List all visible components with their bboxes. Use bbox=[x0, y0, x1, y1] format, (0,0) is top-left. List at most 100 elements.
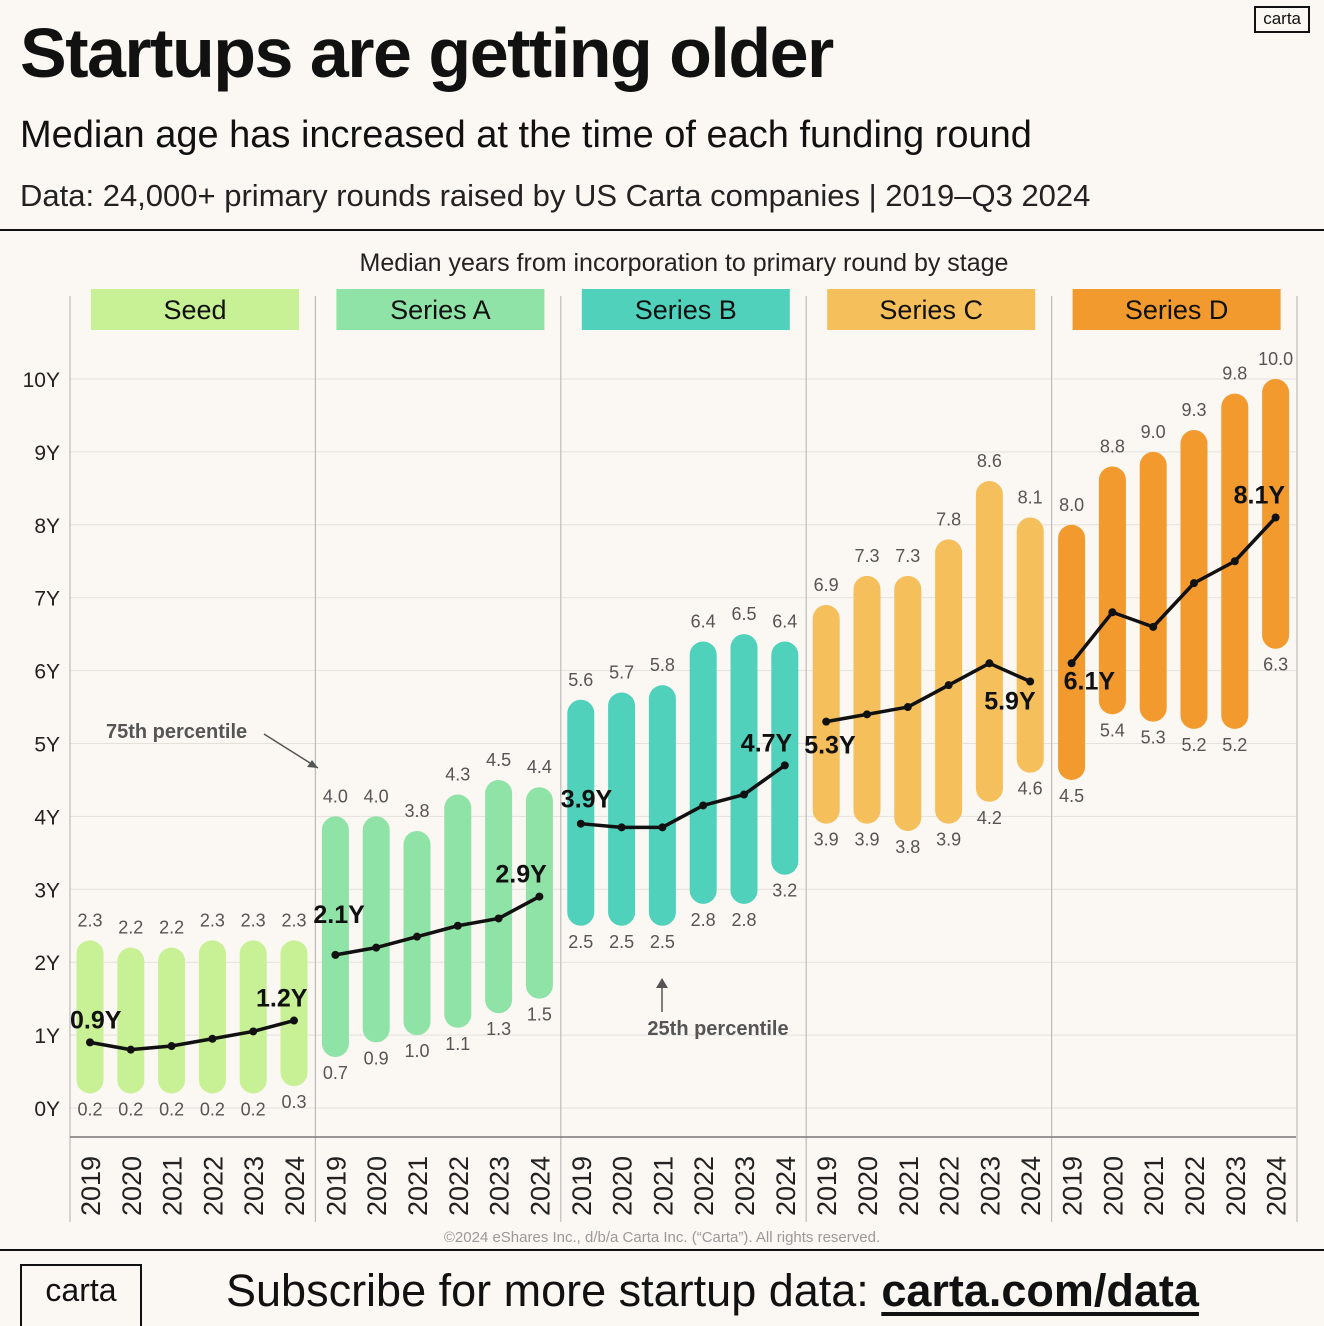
median-last-label: 5.9Y bbox=[984, 688, 1036, 716]
x-tick-label: 2021 bbox=[403, 1156, 433, 1216]
p75-label: 8.8 bbox=[1100, 436, 1125, 456]
range-bar bbox=[239, 940, 267, 1094]
x-tick-label: 2021 bbox=[1139, 1156, 1169, 1216]
p25-label: 1.1 bbox=[445, 1034, 470, 1054]
p75-annotation-arrow bbox=[263, 733, 319, 769]
stage-header-box bbox=[1072, 289, 1281, 330]
range-bar bbox=[975, 481, 1003, 802]
median-point bbox=[740, 790, 748, 799]
p75-label: 4.0 bbox=[364, 786, 389, 806]
p75-label: 8.0 bbox=[1059, 495, 1084, 515]
range-bar bbox=[567, 699, 595, 926]
y-tick-label: 4Y bbox=[34, 806, 60, 829]
median-point bbox=[617, 823, 626, 832]
median-point bbox=[1026, 677, 1035, 686]
x-tick-label: 2023 bbox=[485, 1156, 515, 1216]
median-point bbox=[413, 932, 421, 941]
y-tick-label: 9Y bbox=[34, 442, 60, 465]
x-tick-label: 2022 bbox=[444, 1156, 474, 1216]
p25-label: 3.9 bbox=[814, 830, 839, 850]
y-tick-label: 3Y bbox=[34, 879, 60, 902]
range-bar bbox=[280, 940, 308, 1087]
x-tick-label: 2024 bbox=[1262, 1156, 1292, 1216]
median-point bbox=[863, 710, 871, 719]
median-point bbox=[985, 659, 994, 668]
median-point bbox=[86, 1038, 94, 1047]
p75-annotation-arrowhead bbox=[307, 760, 318, 768]
cta-link[interactable]: carta.com/data bbox=[881, 1265, 1199, 1316]
median-first-label: 3.9Y bbox=[561, 786, 613, 814]
p25-label: 0.3 bbox=[281, 1092, 306, 1112]
chart-title: Median years from incorporation to prima… bbox=[360, 249, 1009, 277]
p25-label: 0.7 bbox=[323, 1063, 348, 1083]
p75-label: 6.9 bbox=[814, 575, 839, 595]
p75-label: 9.0 bbox=[1141, 422, 1166, 442]
range-bar bbox=[1016, 517, 1044, 773]
p75-label: 4.0 bbox=[323, 786, 348, 806]
p25-label: 5.2 bbox=[1222, 735, 1247, 755]
stage-header-box bbox=[581, 289, 790, 330]
p75-label: 8.1 bbox=[1018, 488, 1043, 508]
p25-label: 5.2 bbox=[1181, 735, 1206, 755]
p75-label: 4.3 bbox=[445, 765, 470, 785]
median-line bbox=[825, 661, 1031, 724]
stage-header-label: Seed bbox=[163, 295, 226, 325]
p25-label: 3.8 bbox=[895, 837, 920, 857]
median-point bbox=[1067, 659, 1076, 668]
p75-label: 2.3 bbox=[200, 910, 225, 930]
p25-annotation: 25th percentile bbox=[647, 1018, 788, 1040]
p25-label: 3.9 bbox=[854, 830, 879, 850]
stage-header-label: Series A bbox=[390, 295, 491, 325]
median-point bbox=[372, 943, 381, 952]
range-bar bbox=[117, 947, 145, 1094]
median-point bbox=[780, 761, 789, 770]
stage-header-label: Series D bbox=[1125, 295, 1229, 325]
p25-annotation-arrowhead bbox=[656, 978, 668, 988]
median-point bbox=[944, 681, 953, 690]
median-point bbox=[126, 1045, 135, 1054]
x-tick-label: 2020 bbox=[362, 1156, 392, 1216]
median-line bbox=[89, 1018, 295, 1052]
x-tick-label: 2021 bbox=[648, 1156, 678, 1216]
range-bar bbox=[362, 816, 390, 1043]
range-bar bbox=[812, 604, 840, 824]
p25-label: 0.2 bbox=[241, 1099, 266, 1119]
p25-label: 5.3 bbox=[1141, 728, 1166, 748]
p75-label: 5.7 bbox=[609, 662, 634, 682]
range-bar bbox=[198, 940, 226, 1094]
median-point bbox=[208, 1034, 217, 1043]
p75-annotation: 75th percentile bbox=[106, 721, 247, 743]
x-tick-label: 2023 bbox=[239, 1156, 269, 1216]
p75-label: 2.3 bbox=[241, 910, 266, 930]
p75-label: 7.8 bbox=[936, 509, 961, 529]
p25-label: 4.5 bbox=[1059, 786, 1084, 806]
range-bar bbox=[608, 692, 636, 926]
p75-label: 7.3 bbox=[854, 546, 879, 566]
stage-header-label: Series B bbox=[635, 295, 737, 325]
range-bar bbox=[730, 634, 758, 904]
p25-label: 3.9 bbox=[936, 830, 961, 850]
range-bar bbox=[1058, 524, 1086, 780]
range-bar bbox=[485, 779, 513, 1014]
median-point bbox=[658, 823, 667, 832]
range-bar bbox=[853, 575, 881, 824]
p75-label: 5.6 bbox=[568, 670, 593, 690]
p25-label: 0.9 bbox=[364, 1048, 389, 1068]
median-point bbox=[1149, 622, 1158, 631]
p75-label: 2.3 bbox=[77, 910, 102, 930]
x-tick-label: 2020 bbox=[853, 1156, 883, 1216]
range-bar bbox=[1098, 466, 1126, 715]
x-tick-label: 2019 bbox=[321, 1156, 351, 1216]
x-tick-label: 2021 bbox=[158, 1156, 188, 1216]
p25-label: 2.5 bbox=[650, 932, 675, 952]
x-tick-label: 2019 bbox=[76, 1156, 106, 1216]
median-point bbox=[167, 1042, 176, 1051]
subscribe-cta: Subscribe for more startup data: carta.c… bbox=[226, 1268, 1199, 1313]
range-bar bbox=[76, 940, 104, 1094]
p75-label: 9.8 bbox=[1222, 364, 1247, 384]
x-tick-label: 2024 bbox=[771, 1156, 801, 1216]
p25-label: 1.5 bbox=[527, 1005, 552, 1025]
median-point bbox=[249, 1027, 258, 1036]
x-tick-label: 2022 bbox=[198, 1156, 228, 1216]
stage-header-label: Series C bbox=[879, 295, 983, 325]
